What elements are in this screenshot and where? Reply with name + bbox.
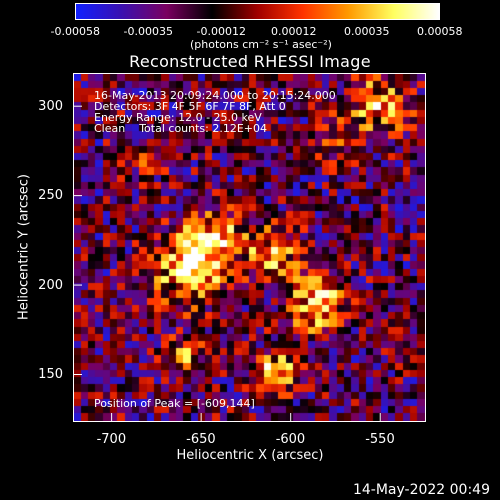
colorbar xyxy=(75,3,440,20)
footer-date: 14-May-2022 00:49 xyxy=(352,482,490,498)
x-tick-label: -650 xyxy=(186,432,216,447)
colorbar-tick-label: -0.00035 xyxy=(123,25,173,38)
colorbar-tick-label: 0.00012 xyxy=(271,25,317,38)
info-time-range: 16-May-2013 20:09:24.000 to 20:15:24.000 xyxy=(94,89,336,102)
colorbar-tick-label: -0.00058 xyxy=(50,25,100,38)
colorbar-tick-label: 0.00035 xyxy=(344,25,390,38)
info-counts: Clean Total counts: 2.12E+04 xyxy=(94,122,268,135)
y-tick-label: 150 xyxy=(38,366,63,382)
x-tick-label: -700 xyxy=(96,432,127,447)
y-tick-label: 300 xyxy=(38,98,63,114)
x-tick-label: -550 xyxy=(365,432,395,447)
colorbar-tick-label: -0.00012 xyxy=(196,25,246,38)
heatmap-image xyxy=(74,74,425,421)
plot-frame xyxy=(73,73,426,422)
info-detectors: Detectors: 3F 4F 5F 6F 7F 8F, Att 0 xyxy=(94,100,286,113)
chart-title: Reconstructed RHESSI Image xyxy=(129,52,371,71)
colorbar-units: (photons cm⁻² s⁻¹ asec⁻²) xyxy=(190,38,332,51)
y-tick-label: 200 xyxy=(38,277,63,293)
info-energy-range: Energy Range: 12.0 - 25.0 keV xyxy=(94,111,262,124)
x-tick-label: -600 xyxy=(275,432,306,447)
colorbar-tick-label: 0.00058 xyxy=(417,25,463,38)
x-axis-label: Heliocentric X (arcsec) xyxy=(176,448,324,463)
y-axis-label: Heliocentric Y (arcsec) xyxy=(16,174,32,320)
peak-position-label: Position of Peak = [-609,144] xyxy=(94,397,255,410)
y-tick-label: 250 xyxy=(38,188,63,204)
